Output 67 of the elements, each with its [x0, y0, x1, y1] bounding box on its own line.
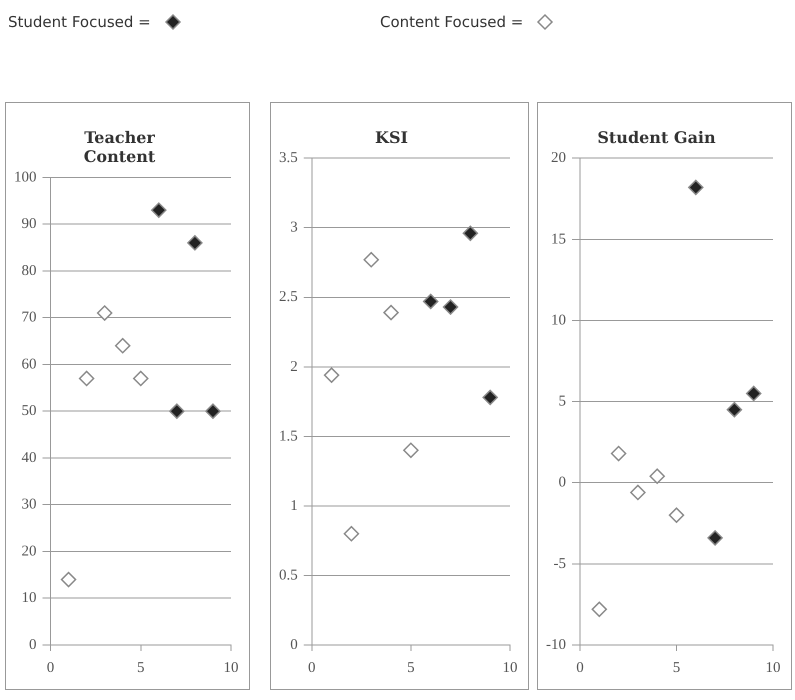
- point: [422, 294, 438, 310]
- y-tick-label: 40: [22, 450, 36, 466]
- point: [324, 367, 340, 383]
- legend-label: Content Focused =: [380, 13, 524, 31]
- point: [205, 403, 221, 419]
- point: [187, 235, 203, 251]
- y-tick-label: 0: [558, 474, 566, 491]
- point: [169, 403, 185, 419]
- y-tick-label: 100: [14, 169, 36, 186]
- y-tick-label: 1.5: [279, 428, 298, 444]
- y-tick-label: 70: [22, 310, 36, 326]
- y-tick-label: 2.5: [279, 289, 298, 306]
- y-tick-label: 1: [290, 498, 298, 514]
- y-tick-label: 20: [22, 543, 36, 560]
- y-tick-label: 30: [22, 496, 36, 513]
- point: [482, 390, 498, 406]
- point: [462, 226, 478, 242]
- y-tick-label: 15: [550, 231, 566, 248]
- point: [363, 252, 379, 268]
- point: [630, 484, 646, 500]
- y-tick-label: -10: [546, 636, 566, 653]
- y-tick-label: 50: [22, 403, 36, 420]
- y-tick-label: 0: [290, 636, 298, 653]
- y-tick-label: 10: [550, 312, 566, 328]
- y-tick-label: 5: [558, 394, 566, 410]
- point: [78, 370, 94, 386]
- point: [726, 402, 742, 418]
- y-tick-label: 3.5: [279, 150, 298, 166]
- x-tick-label: 10: [224, 660, 238, 676]
- x-tick-label: 10: [502, 660, 518, 676]
- point: [133, 370, 148, 386]
- chart-title: KSI: [375, 128, 408, 147]
- point: [668, 507, 684, 523]
- y-tick-label: 3: [290, 220, 298, 236]
- y-tick-label: 90: [22, 216, 36, 232]
- legend-label: Student Focused =: [8, 13, 151, 31]
- x-tick-label: 0: [576, 660, 584, 676]
- point: [610, 446, 626, 462]
- point: [592, 602, 608, 618]
- x-tick-label: 0: [308, 660, 316, 676]
- chart-title: Teacher Content: [84, 128, 156, 166]
- point: [403, 442, 419, 458]
- y-tick-label: 0.5: [279, 567, 298, 584]
- y-tick-label: -5: [553, 556, 566, 572]
- x-tick-label: 10: [766, 660, 780, 676]
- point: [707, 530, 723, 546]
- point: [383, 304, 399, 320]
- y-tick-label: 60: [22, 356, 36, 372]
- x-tick-label: 5: [407, 660, 415, 676]
- chart-title: Student Gain: [597, 128, 716, 147]
- point: [60, 572, 76, 588]
- y-tick-label: 20: [550, 150, 566, 166]
- point: [746, 386, 762, 402]
- y-tick-label: 0: [29, 636, 36, 653]
- point: [649, 468, 665, 484]
- point: [96, 305, 112, 321]
- point: [344, 526, 360, 542]
- y-tick-label: 2: [290, 358, 298, 375]
- x-tick-label: 5: [672, 660, 680, 676]
- point: [442, 299, 458, 315]
- x-tick-label: 5: [137, 660, 144, 676]
- y-tick-label: 10: [22, 590, 36, 606]
- y-tick-label: 80: [22, 262, 36, 279]
- point: [114, 338, 130, 354]
- x-tick-label: 0: [46, 660, 54, 676]
- point: [151, 202, 167, 218]
- point: [688, 180, 704, 196]
